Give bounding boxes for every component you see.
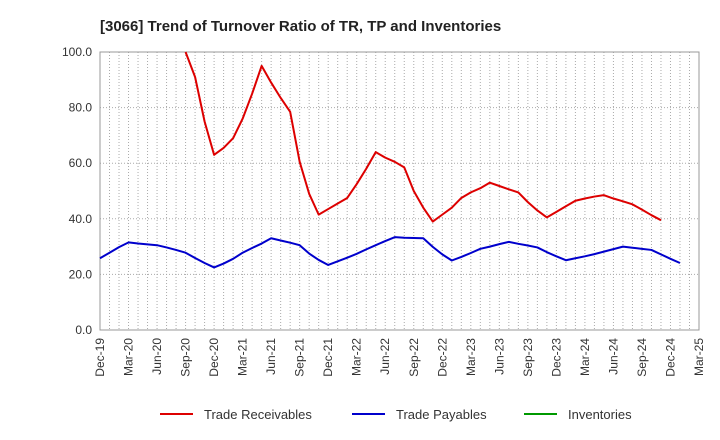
chart-title: [3066] Trend of Turnover Ratio of TR, TP…: [100, 18, 501, 35]
y-tick-label: 100.0: [62, 45, 92, 59]
x-tick-label: Sep-20: [179, 338, 193, 377]
x-tick-label: Sep-21: [293, 338, 307, 377]
x-tick-label: Jun-22: [378, 338, 392, 375]
x-tick-label: Jun-20: [150, 338, 164, 375]
y-tick-label: 0.0: [75, 323, 92, 337]
x-axis: Dec-19 Mar-20 Jun-20 Sep-20 Dec-20 Mar-21 Jun-…: [93, 338, 706, 377]
x-tick-label: Mar-24: [578, 338, 592, 376]
series-line-1: [99, 236, 681, 269]
grid: [100, 52, 699, 330]
x-tick-label: Mar-21: [236, 338, 250, 376]
x-tick-label: Dec-20: [207, 338, 221, 377]
x-tick-label: Sep-24: [635, 338, 649, 377]
x-tick-label: Jun-21: [264, 338, 278, 375]
y-tick-label: 20.0: [69, 267, 93, 281]
x-tick-label: Dec-24: [663, 338, 677, 377]
legend: Trade Receivables Trade Payables Inventori…: [160, 407, 632, 422]
series-line-0: [184, 51, 662, 223]
plot-area: [99, 51, 700, 331]
x-tick-label: Jun-23: [492, 338, 506, 375]
x-tick-label: Jun-24: [606, 338, 620, 375]
x-tick-label: Dec-23: [549, 338, 563, 377]
y-tick-label: 40.0: [69, 212, 93, 226]
legend-label: Inventories: [568, 407, 632, 422]
legend-label: Trade Payables: [396, 407, 487, 422]
x-tick-label: Sep-22: [407, 338, 421, 377]
x-tick-label: Mar-20: [122, 338, 136, 376]
x-tick-label: Dec-19: [93, 338, 107, 377]
x-tick-label: Mar-25: [692, 338, 706, 376]
y-tick-label: 80.0: [69, 101, 93, 115]
x-tick-label: Dec-22: [435, 338, 449, 377]
series-lines: [99, 51, 681, 269]
legend-label: Trade Receivables: [204, 407, 312, 422]
x-tick-label: Mar-22: [350, 338, 364, 376]
y-tick-label: 60.0: [69, 156, 93, 170]
x-tick-label: Dec-21: [321, 338, 335, 377]
x-tick-label: Mar-23: [464, 338, 478, 376]
x-tick-label: Sep-23: [521, 338, 535, 377]
y-axis: 0.0 20.0 40.0 60.0 80.0 100.0: [62, 45, 92, 337]
